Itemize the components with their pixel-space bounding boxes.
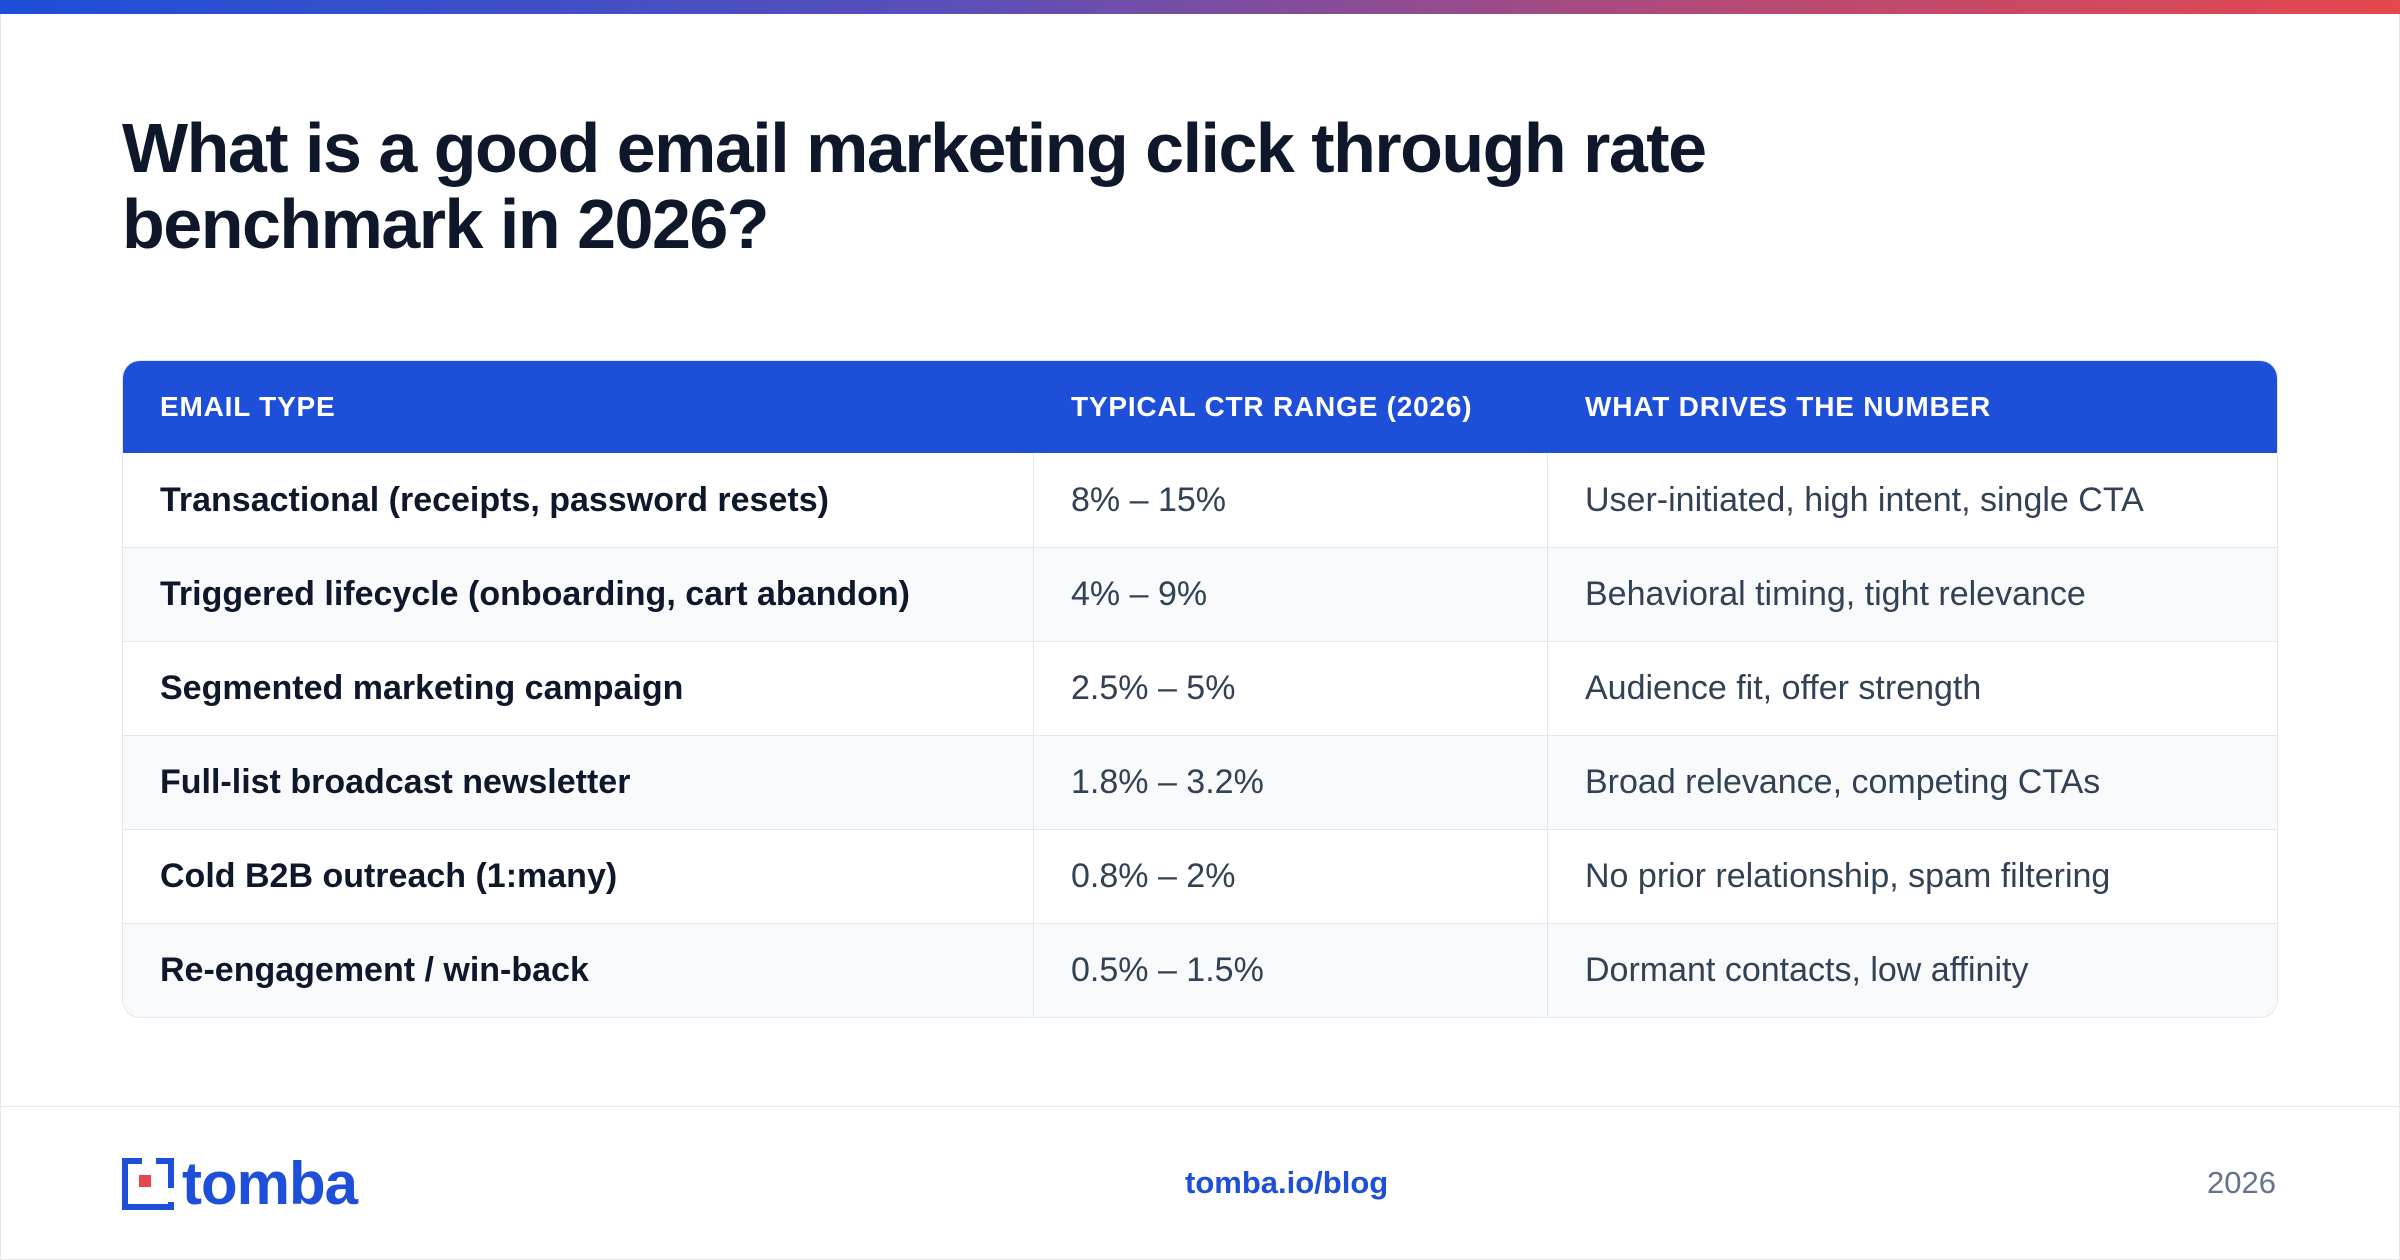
gradient-top-bar [0, 0, 2400, 14]
table-row: Cold B2B outreach (1:many) 0.8% – 2% No … [123, 829, 2277, 923]
header-drivers: WHAT DRIVES THE NUMBER [1585, 391, 1991, 422]
cell-email-type: Cold B2B outreach (1:many) [123, 830, 1034, 923]
cell-drivers: Broad relevance, competing CTAs [1585, 763, 2101, 801]
cell-email-type: Re-engagement / win-back [123, 924, 1034, 1017]
table-row: Re-engagement / win-back 0.5% – 1.5% Dor… [123, 923, 2277, 1017]
footer-year: 2026 [2207, 1165, 2276, 1200]
table-row: Triggered lifecycle (onboarding, cart ab… [123, 547, 2277, 641]
cell-ctr-range: 2.5% – 5% [1034, 642, 1548, 735]
cell-drivers: Behavioral timing, tight relevance [1585, 575, 2086, 613]
table-row: Transactional (receipts, password resets… [123, 453, 2277, 547]
tomba-logo[interactable]: tomba [122, 1150, 358, 1217]
cell-ctr-range: 0.8% – 2% [1034, 830, 1548, 923]
header-ctr-range: TYPICAL CTR RANGE (2026) [1071, 391, 1473, 422]
page-title: What is a good email marketing click thr… [122, 109, 1707, 263]
cell-email-type: Transactional (receipts, password resets… [123, 453, 1034, 547]
table-body: Transactional (receipts, password resets… [123, 453, 2277, 1017]
blog-link[interactable]: tomba.io/blog [1185, 1165, 1389, 1200]
cell-drivers: Dormant contacts, low affinity [1585, 951, 2029, 989]
footer-divider [0, 1106, 2400, 1107]
benchmark-table: EMAIL TYPE TYPICAL CTR RANGE (2026) WHAT… [122, 360, 2278, 1018]
table-row: Segmented marketing campaign 2.5% – 5% A… [123, 641, 2277, 735]
header-email-type: EMAIL TYPE [160, 391, 336, 422]
cell-email-type: Triggered lifecycle (onboarding, cart ab… [123, 548, 1034, 641]
cell-drivers: No prior relationship, spam filtering [1585, 857, 2111, 895]
cell-drivers: Audience fit, offer strength [1585, 669, 1982, 707]
cell-ctr-range: 4% – 9% [1034, 548, 1548, 641]
cell-ctr-range: 8% – 15% [1034, 453, 1548, 547]
tomba-logo-icon [122, 1158, 178, 1210]
logo-wordmark: tomba [182, 1150, 358, 1217]
table-row: Full-list broadcast newsletter 1.8% – 3.… [123, 735, 2277, 829]
cell-email-type: Segmented marketing campaign [123, 642, 1034, 735]
cell-drivers: User-initiated, high intent, single CTA [1585, 480, 2144, 519]
table-header: EMAIL TYPE TYPICAL CTR RANGE (2026) WHAT… [123, 361, 2277, 453]
cell-ctr-range: 0.5% – 1.5% [1034, 924, 1548, 1017]
cell-email-type: Full-list broadcast newsletter [123, 736, 1034, 829]
cell-ctr-range: 1.8% – 3.2% [1034, 736, 1548, 829]
